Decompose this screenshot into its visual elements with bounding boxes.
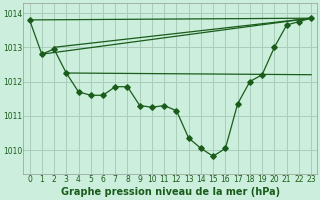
X-axis label: Graphe pression niveau de la mer (hPa): Graphe pression niveau de la mer (hPa) (61, 187, 280, 197)
